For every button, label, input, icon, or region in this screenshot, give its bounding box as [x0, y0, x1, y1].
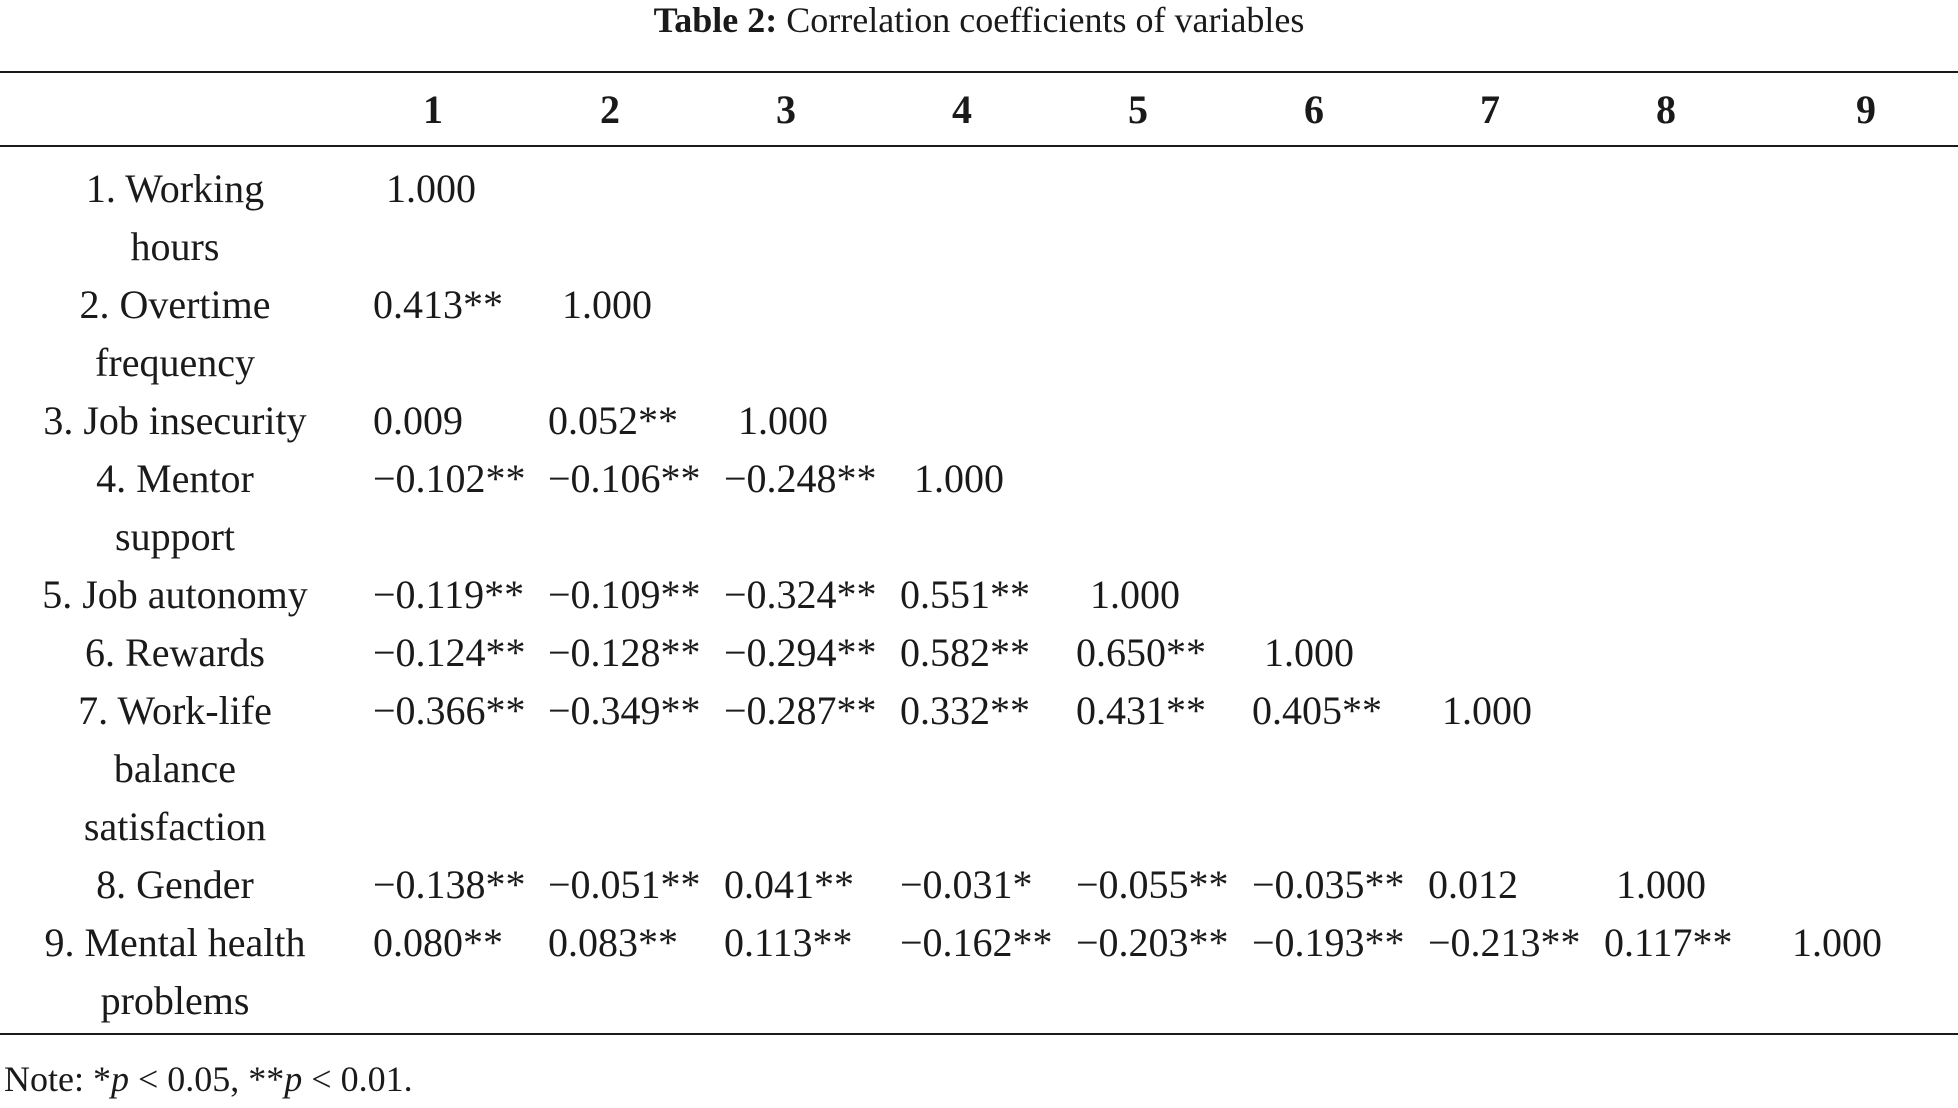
- header-rule: [0, 145, 1958, 147]
- column-header: 4: [952, 87, 972, 132]
- correlation-cell: 0.009: [373, 398, 463, 443]
- column-header: 2: [600, 87, 620, 132]
- column-header: 7: [1480, 87, 1500, 132]
- bottom-rule: [0, 1033, 1958, 1035]
- row-label: 8. Gender: [96, 862, 254, 907]
- correlation-cell: 0.012: [1428, 862, 1518, 907]
- correlation-cell: −0.213**: [1428, 920, 1581, 965]
- correlation-cell: 0.113**: [724, 920, 853, 965]
- correlation-cell: −0.248**: [724, 456, 877, 501]
- correlation-cell: −0.035**: [1252, 862, 1405, 907]
- top-rule: [0, 71, 1958, 73]
- diagonal-cell: 1.000: [1090, 572, 1180, 617]
- note-sig2-mark: **: [248, 1059, 285, 1099]
- correlation-cell: −0.124**: [373, 630, 526, 675]
- row-label: 7. Work-life balance satisfaction: [78, 688, 272, 849]
- column-header: 1: [423, 87, 443, 132]
- correlation-cell: 0.413**: [373, 282, 503, 327]
- column-header: 3: [776, 87, 796, 132]
- correlation-cell: 0.052**: [548, 398, 678, 443]
- correlation-cell: 0.650**: [1076, 630, 1206, 675]
- diagonal-cell: 1.000: [738, 398, 828, 443]
- correlation-cell: −0.102**: [373, 456, 526, 501]
- table-note: Note: *p < 0.05, **p < 0.01.: [4, 1050, 413, 1108]
- table-caption-text: Correlation coefficients of variables: [786, 0, 1305, 40]
- correlation-cell: −0.055**: [1076, 862, 1229, 907]
- note-prefix: Note:: [4, 1059, 93, 1099]
- correlation-cell: 0.332**: [900, 688, 1030, 733]
- row-label: 5. Job autonomy: [42, 572, 308, 617]
- diagonal-cell: 1.000: [914, 456, 1004, 501]
- table-caption: Table 2: Correlation coefficients of var…: [0, 0, 1958, 40]
- correlation-cell: −0.106**: [548, 456, 701, 501]
- correlation-cell: −0.287**: [724, 688, 877, 733]
- correlation-cell: −0.051**: [548, 862, 701, 907]
- correlation-cell: −0.138**: [373, 862, 526, 907]
- row-label: 1. Working hours: [85, 166, 265, 269]
- correlation-cell: −0.366**: [373, 688, 526, 733]
- diagonal-cell: 1.000: [562, 282, 652, 327]
- column-header: 8: [1656, 87, 1676, 132]
- diagonal-cell: 1.000: [386, 166, 476, 211]
- correlation-cell: 0.551**: [900, 572, 1030, 617]
- correlation-cell: 0.083**: [548, 920, 678, 965]
- row-label: 4. Mentor support: [96, 456, 254, 559]
- correlation-cell: 0.431**: [1076, 688, 1206, 733]
- correlation-cell: 0.582**: [900, 630, 1030, 675]
- correlation-cell: 0.405**: [1252, 688, 1382, 733]
- row-label: 3. Job insecurity: [43, 398, 307, 443]
- row-label: 2. Overtime frequency: [79, 282, 271, 385]
- diagonal-cell: 1.000: [1264, 630, 1354, 675]
- note-sig2-text: < 0.01.: [302, 1059, 413, 1099]
- correlation-cell: −0.324**: [724, 572, 877, 617]
- diagonal-cell: 1.000: [1442, 688, 1532, 733]
- correlation-cell: −0.128**: [548, 630, 701, 675]
- correlation-cell: −0.203**: [1076, 920, 1229, 965]
- correlation-cell: −0.294**: [724, 630, 877, 675]
- row-label: 9. Mental health problems: [44, 920, 306, 1023]
- diagonal-cell: 1.000: [1792, 920, 1882, 965]
- correlation-cell: −0.193**: [1252, 920, 1405, 965]
- note-sig1-var: p: [110, 1059, 129, 1099]
- correlation-cell: −0.349**: [548, 688, 701, 733]
- column-header: 5: [1128, 87, 1148, 132]
- correlation-cell: −0.109**: [548, 572, 701, 617]
- note-sig1-mark: *: [92, 1059, 111, 1099]
- correlation-cell: −0.031*: [900, 862, 1033, 907]
- table-caption-label: Table 2:: [653, 0, 778, 40]
- note-sig1-text: < 0.05,: [128, 1059, 249, 1099]
- correlation-cell: 0.117**: [1604, 920, 1733, 965]
- correlation-cell: 0.041**: [724, 862, 854, 907]
- correlation-cell: −0.162**: [900, 920, 1053, 965]
- correlation-cell: 0.080**: [373, 920, 503, 965]
- note-sig2-var: p: [284, 1059, 303, 1099]
- correlation-cell: −0.119**: [373, 572, 525, 617]
- column-header: 6: [1304, 87, 1324, 132]
- row-label: 6. Rewards: [85, 630, 265, 675]
- diagonal-cell: 1.000: [1616, 862, 1706, 907]
- column-header: 9: [1856, 87, 1876, 132]
